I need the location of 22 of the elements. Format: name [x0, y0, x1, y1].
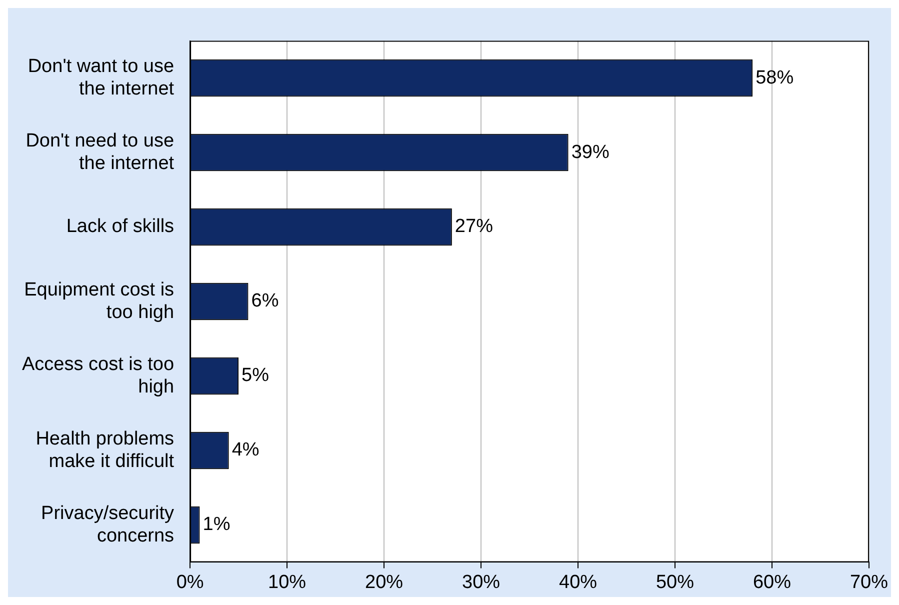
- y-tick-label: Don't need to use the internet: [26, 130, 175, 174]
- data-label: 27%: [454, 216, 494, 238]
- y-tick-label: Equipment cost is too high: [24, 279, 174, 324]
- x-tick-label: 0%: [176, 572, 204, 593]
- x-tick-label: 70%: [850, 572, 888, 593]
- x-tick-label: 50%: [656, 572, 694, 593]
- y-tick-label: Access cost is too high: [22, 354, 174, 398]
- x-tick-label: 20%: [365, 572, 404, 593]
- data-label: 5%: [242, 365, 270, 386]
- data-label: 6%: [251, 290, 279, 312]
- y-tick-label: Don't want to use the internet: [28, 56, 175, 100]
- data-label: 39%: [571, 142, 610, 163]
- data-label: 1%: [202, 514, 230, 536]
- data-label: 58%: [756, 67, 794, 88]
- data-label: 4%: [232, 440, 260, 461]
- y-tick-label: Health problems make it difficult: [36, 428, 175, 472]
- y-tick-label: Privacy/security concerns: [41, 502, 175, 547]
- x-tick-label: 40%: [559, 572, 598, 593]
- y-tick-label: Lack of skills: [66, 216, 174, 238]
- x-tick-label: 60%: [752, 572, 792, 593]
- x-tick-label: 10%: [268, 572, 306, 593]
- x-tick-label: 30%: [462, 572, 500, 593]
